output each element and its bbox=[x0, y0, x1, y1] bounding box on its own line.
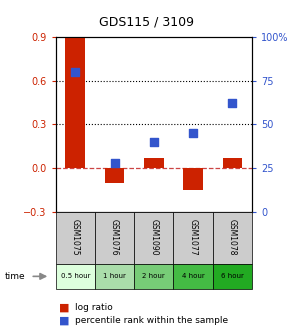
Bar bbox=[66, 37, 85, 168]
Text: ■: ■ bbox=[59, 302, 69, 312]
Text: GSM1090: GSM1090 bbox=[149, 219, 158, 256]
Bar bbox=[105, 168, 124, 182]
Text: log ratio: log ratio bbox=[75, 303, 113, 312]
Point bbox=[230, 101, 235, 106]
Text: 0.5 hour: 0.5 hour bbox=[61, 274, 90, 279]
Text: ■: ■ bbox=[59, 316, 69, 326]
Point bbox=[73, 69, 78, 75]
Point bbox=[191, 130, 195, 136]
Text: GSM1075: GSM1075 bbox=[71, 219, 80, 256]
Text: 2 hour: 2 hour bbox=[142, 274, 165, 279]
Text: 6 hour: 6 hour bbox=[221, 274, 244, 279]
Text: GDS115 / 3109: GDS115 / 3109 bbox=[99, 15, 194, 28]
Text: GSM1078: GSM1078 bbox=[228, 219, 237, 256]
Bar bbox=[144, 158, 163, 168]
Bar bbox=[183, 168, 203, 190]
Text: 4 hour: 4 hour bbox=[182, 274, 205, 279]
Point bbox=[151, 139, 156, 144]
Text: GSM1077: GSM1077 bbox=[189, 219, 197, 256]
Point bbox=[112, 160, 117, 165]
Text: GSM1076: GSM1076 bbox=[110, 219, 119, 256]
Text: 1 hour: 1 hour bbox=[103, 274, 126, 279]
Bar bbox=[223, 158, 242, 168]
Text: percentile rank within the sample: percentile rank within the sample bbox=[75, 317, 228, 325]
Text: time: time bbox=[4, 272, 25, 281]
